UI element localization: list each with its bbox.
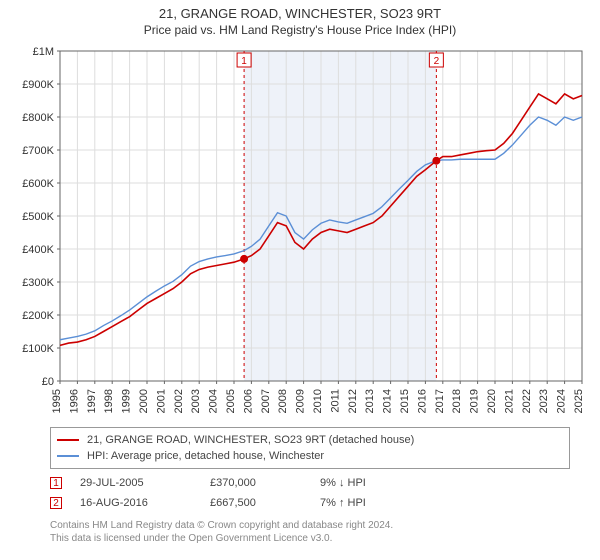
svg-text:£100K: £100K (22, 343, 54, 355)
footer: Contains HM Land Registry data © Crown c… (50, 519, 592, 545)
sale-delta: 7% ↑ HPI (320, 497, 410, 509)
svg-text:1997: 1997 (86, 389, 98, 413)
svg-text:2019: 2019 (469, 389, 481, 413)
sale-date: 29-JUL-2005 (80, 477, 210, 489)
svg-text:£500K: £500K (22, 211, 54, 223)
svg-text:1996: 1996 (68, 389, 80, 413)
legend-swatch (57, 439, 79, 441)
svg-text:£800K: £800K (22, 112, 54, 124)
svg-text:2016: 2016 (416, 389, 428, 413)
legend-row: HPI: Average price, detached house, Winc… (57, 448, 563, 464)
svg-text:2020: 2020 (486, 389, 498, 413)
svg-text:1: 1 (241, 56, 247, 67)
sale-marker: 2 (50, 497, 62, 509)
svg-text:£600K: £600K (22, 178, 54, 190)
svg-text:£700K: £700K (22, 145, 54, 157)
svg-text:2003: 2003 (190, 389, 202, 413)
svg-text:2008: 2008 (277, 389, 289, 413)
legend-row: 21, GRANGE ROAD, WINCHESTER, SO23 9RT (d… (57, 432, 563, 448)
svg-text:2009: 2009 (295, 389, 307, 413)
sales-table: 1 29-JUL-2005£370,0009% ↓ HPI 2 16-AUG-2016… (50, 473, 592, 513)
sale-delta: 9% ↓ HPI (320, 477, 410, 489)
svg-text:£300K: £300K (22, 277, 54, 289)
svg-text:2023: 2023 (538, 389, 550, 413)
svg-text:2005: 2005 (225, 389, 237, 413)
svg-text:2001: 2001 (155, 389, 167, 413)
price-chart: £0 £100K £200K £300K £400K £500K £600K £700K £80… (8, 43, 592, 421)
svg-text:2013: 2013 (364, 389, 376, 413)
svg-text:1999: 1999 (121, 389, 133, 413)
legend-label: 21, GRANGE ROAD, WINCHESTER, SO23 9RT (d… (87, 432, 414, 448)
svg-text:1998: 1998 (103, 389, 115, 413)
svg-text:£900K: £900K (22, 79, 54, 91)
legend-label: HPI: Average price, detached house, Winc… (87, 448, 324, 464)
svg-text:2011: 2011 (329, 389, 341, 413)
svg-text:2015: 2015 (399, 389, 411, 413)
svg-text:£1M: £1M (33, 46, 54, 58)
svg-text:2000: 2000 (138, 389, 150, 413)
sale-row: 2 16-AUG-2016£667,5007% ↑ HPI (50, 493, 592, 513)
svg-text:2024: 2024 (556, 389, 568, 413)
svg-text:2017: 2017 (434, 389, 446, 413)
page-title: 21, GRANGE ROAD, WINCHESTER, SO23 9RT (8, 6, 592, 21)
svg-text:2014: 2014 (382, 389, 394, 413)
svg-text:2018: 2018 (451, 389, 463, 413)
svg-text:£200K: £200K (22, 310, 54, 322)
svg-text:£0: £0 (42, 376, 54, 388)
sale-marker: 1 (50, 477, 62, 489)
svg-text:2025: 2025 (573, 389, 585, 413)
sale-row: 1 29-JUL-2005£370,0009% ↓ HPI (50, 473, 592, 493)
footer-line1: Contains HM Land Registry data © Crown c… (50, 519, 592, 532)
sale-date: 16-AUG-2016 (80, 497, 210, 509)
legend-swatch (57, 455, 79, 457)
svg-text:2006: 2006 (242, 389, 254, 413)
svg-text:2004: 2004 (208, 389, 220, 413)
svg-text:1995: 1995 (51, 389, 63, 413)
svg-text:2010: 2010 (312, 389, 324, 413)
svg-text:2: 2 (434, 56, 440, 67)
svg-text:2022: 2022 (521, 389, 533, 413)
svg-text:£400K: £400K (22, 244, 54, 256)
page-subtitle: Price paid vs. HM Land Registry's House … (8, 23, 592, 37)
legend: 21, GRANGE ROAD, WINCHESTER, SO23 9RT (d… (50, 427, 570, 469)
svg-text:2021: 2021 (503, 389, 515, 413)
sale-price: £370,000 (210, 477, 320, 489)
svg-text:2007: 2007 (260, 389, 272, 413)
svg-text:2002: 2002 (173, 389, 185, 413)
svg-text:2012: 2012 (347, 389, 359, 413)
footer-line2: This data is licensed under the Open Gov… (50, 532, 592, 545)
chart-svg: £0 £100K £200K £300K £400K £500K £600K £700K £80… (8, 43, 592, 421)
sale-price: £667,500 (210, 497, 320, 509)
